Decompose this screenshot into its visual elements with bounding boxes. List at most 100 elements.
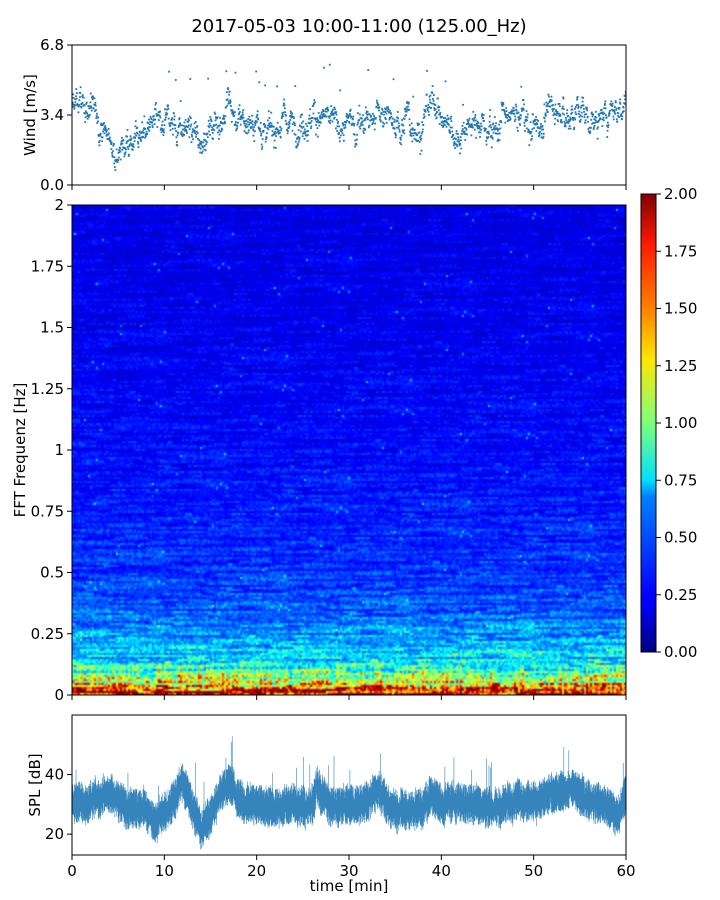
wind-point [575, 104, 578, 106]
wind-point [134, 120, 137, 123]
wind-point [474, 114, 477, 116]
wind-point [144, 136, 146, 139]
wind-point [279, 136, 282, 139]
wind-point [460, 133, 463, 136]
wind-point [237, 117, 240, 120]
wind-point [367, 118, 369, 121]
wind-point [287, 127, 290, 129]
wind-point [397, 126, 400, 129]
wind-point [200, 140, 203, 143]
wind-point [420, 132, 423, 135]
wind-point [79, 86, 82, 89]
wind-point [587, 127, 590, 130]
wind-point [327, 109, 330, 112]
wind-point [177, 132, 180, 134]
wind-point [164, 108, 166, 111]
wind-point [299, 116, 302, 119]
wind-point [385, 112, 388, 115]
wind-point [310, 119, 313, 122]
wind-point [151, 121, 153, 124]
wind-point [486, 131, 489, 134]
wind-point [111, 151, 113, 154]
wind-point [436, 111, 439, 114]
wind-point [408, 118, 411, 121]
wind-point [157, 113, 159, 116]
wind-point [294, 140, 297, 143]
wind-point [565, 121, 568, 124]
wind-point [395, 116, 398, 119]
wind-point [479, 135, 481, 138]
wind-point [282, 104, 285, 107]
wind-point [349, 114, 352, 117]
wind-point [85, 101, 88, 104]
wind-point [591, 115, 594, 118]
wind-point [298, 136, 301, 139]
wind-point [446, 114, 449, 117]
wind-point [609, 109, 611, 112]
wind-point [208, 126, 211, 129]
wind-point [526, 113, 529, 116]
wind-point [333, 106, 336, 109]
wind-point [570, 105, 573, 108]
wind-point [191, 131, 194, 134]
wind-point [155, 101, 157, 104]
wind-point [417, 139, 420, 142]
wind-point [347, 116, 350, 119]
wind-point [389, 109, 392, 112]
wind-point [199, 140, 202, 143]
wind-point [454, 147, 456, 149]
wind-point [245, 126, 247, 129]
wind-point [320, 111, 323, 114]
wind-point [316, 127, 319, 130]
wind-point [466, 133, 468, 136]
wind-point [422, 124, 425, 126]
wind-point [242, 113, 244, 116]
wind-point [209, 133, 211, 136]
wind-point [174, 79, 177, 81]
wind-point [201, 150, 204, 153]
wind-point [159, 110, 161, 113]
wind-point [576, 96, 579, 99]
wind-point [376, 101, 379, 104]
wind-point [356, 123, 359, 126]
wind-point [384, 111, 387, 113]
wind-point [605, 116, 608, 119]
wind-point [113, 166, 116, 168]
wind-point [334, 108, 336, 111]
wind-point [214, 119, 217, 122]
wind-point [449, 126, 452, 129]
wind-point [304, 132, 307, 135]
wind-point [295, 145, 298, 148]
wind-point [347, 114, 349, 117]
wind-point [147, 126, 150, 129]
wind-point [105, 131, 108, 133]
wind-point [312, 105, 315, 108]
wind-point [415, 132, 417, 135]
wind-point [208, 130, 210, 133]
wind-point [204, 139, 207, 142]
wind-point [421, 128, 424, 131]
wind-point [72, 103, 74, 106]
wind-point [351, 117, 354, 120]
wind-point [213, 124, 216, 127]
wind-point [165, 113, 168, 116]
wind-point [90, 106, 93, 109]
wind-point [611, 104, 614, 107]
wind-point [205, 143, 208, 146]
wind-point [325, 110, 328, 113]
wind-point [571, 108, 574, 111]
wind-point [378, 109, 380, 112]
wind-scatter-series [72, 63, 626, 171]
wind-point [214, 112, 217, 115]
wind-point [83, 104, 86, 107]
wind-point [402, 117, 405, 120]
wind-point [527, 131, 529, 133]
wind-point [427, 110, 430, 113]
wind-point [308, 117, 311, 120]
wind-point [184, 126, 187, 129]
wind-point [387, 108, 390, 111]
wind-point [170, 122, 173, 125]
wind-point [440, 121, 443, 124]
wind-point [159, 116, 162, 119]
wind-point [229, 100, 232, 103]
